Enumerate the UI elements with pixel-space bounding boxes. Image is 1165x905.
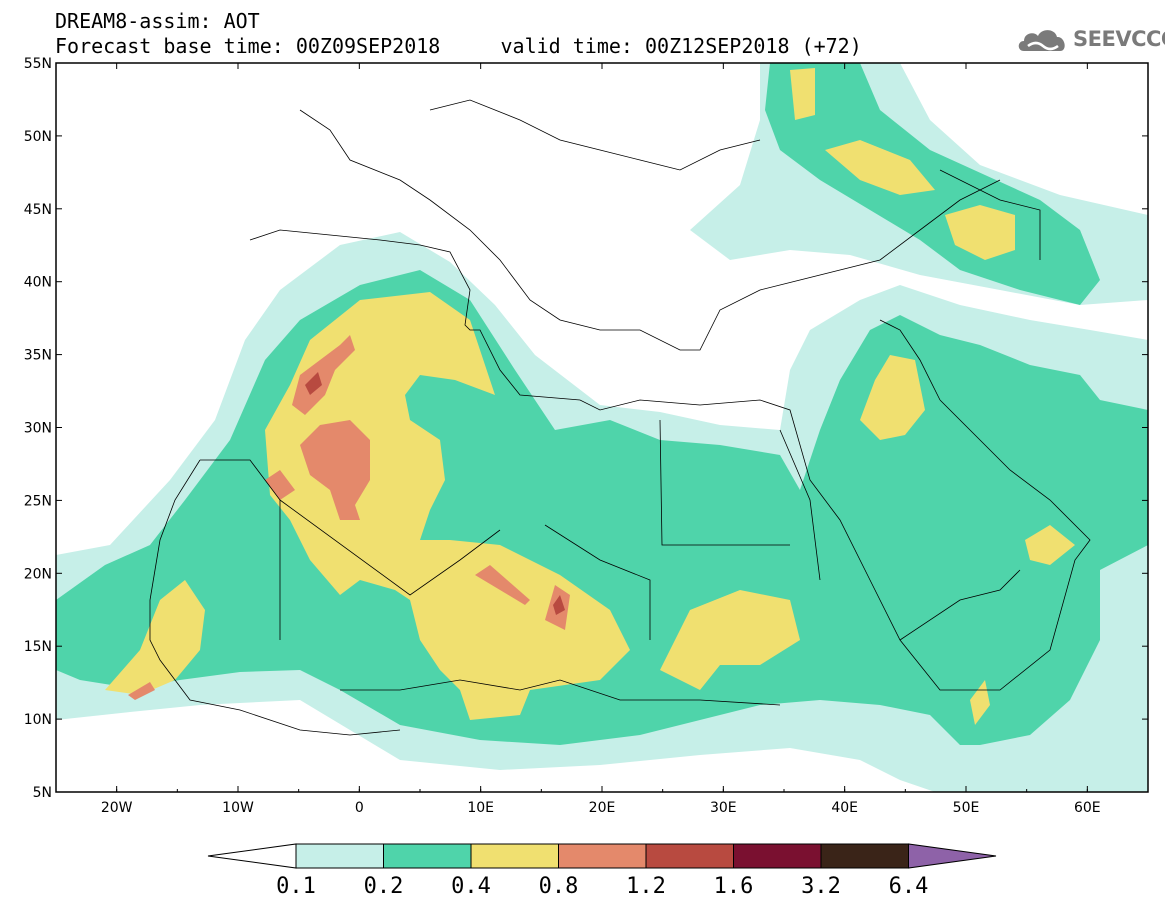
colorbar-low-arrow <box>207 843 297 869</box>
colorbar-label: 3.2 <box>801 874 841 899</box>
lon-tick-label: 10E <box>467 800 494 816</box>
cloud-icon <box>1018 30 1065 51</box>
border-sahel-south <box>340 679 781 706</box>
lat-tick-label: 40N <box>24 275 52 291</box>
lat-tick-label: 30N <box>24 421 52 437</box>
border-chad-sudan <box>544 524 651 640</box>
colorbar-label: 1.2 <box>626 874 666 899</box>
country-borders <box>149 99 1091 736</box>
aot-band-c3-caspian <box>945 205 1015 260</box>
lat-tick-label: 55N <box>24 56 52 72</box>
border-sahara-west <box>200 459 281 640</box>
lon-tick-label: 30E <box>710 800 737 816</box>
border-saudi-yemen <box>899 569 1021 641</box>
aot-band-c3-russia <box>825 140 935 195</box>
aot-band-c5-chad <box>553 595 565 615</box>
aot-band-c3-iraq <box>860 355 925 440</box>
logo-text: SEEVCCC <box>1073 27 1165 51</box>
aot-band-c4-morocco <box>292 335 355 415</box>
aot-band-c4 <box>300 420 370 520</box>
aot-band-c3-oman <box>1025 525 1075 565</box>
colorbar-segment <box>295 843 384 869</box>
colorbar-segment <box>470 843 559 869</box>
colorbar-segment <box>820 843 909 869</box>
lat-tick-label: 15N <box>24 639 52 655</box>
coastline-westafrica <box>149 459 401 736</box>
aot-band-c3-yemen <box>970 680 990 725</box>
longitude-ticks: 20W 10W 0 10E 20E 30E 40E 50E 60E <box>55 63 1149 816</box>
lat-tick-label: 50N <box>24 129 52 145</box>
lat-tick-label: 10N <box>24 712 52 728</box>
lat-tick-label: 25N <box>24 493 52 509</box>
colorbar-label: 0.8 <box>539 874 579 899</box>
lon-tick-label: 0 <box>355 800 364 816</box>
colorbar: 0.1 0.2 0.4 0.8 1.2 1.6 3.2 6.4 <box>207 843 997 899</box>
chart-title: DREAM8-assim: AOT <box>55 9 260 33</box>
aot-band-c4-senegal <box>128 682 155 700</box>
border-algeria-mali <box>279 499 501 596</box>
lon-tick-label: 50E <box>953 800 980 816</box>
colorbar-segment <box>383 843 472 869</box>
border-iraq-iran <box>879 319 941 401</box>
coastline-iberia-northafrica <box>249 229 1091 691</box>
lon-tick-label: 20E <box>589 800 616 816</box>
border-russia-kazakh <box>939 169 1041 260</box>
colorbar-label: 6.4 <box>889 874 929 899</box>
seevccc-logo: SEEVCCC <box>1016 24 1165 54</box>
border-libya-egypt <box>659 419 790 546</box>
coastline-europe <box>299 109 1001 351</box>
aot-band-c3-westafrica <box>105 580 205 695</box>
aot-band-c2-north <box>765 63 1100 305</box>
colorbar-high-arrow <box>908 843 997 869</box>
border-nile-east <box>779 429 821 581</box>
lon-tick-label: 40E <box>831 800 858 816</box>
colorbar-segment <box>733 843 822 869</box>
aot-field <box>56 63 1148 792</box>
aot-band-c3-sahel <box>660 590 800 690</box>
colorbar-label: 0.4 <box>451 874 491 899</box>
lon-tick-label: 10W <box>222 800 254 816</box>
lat-tick-label: 45N <box>24 202 52 218</box>
colorbar-segment <box>645 843 734 869</box>
lat-tick-label: 35N <box>24 348 52 364</box>
colorbar-label: 0.2 <box>364 874 404 899</box>
lon-tick-label: 60E <box>1074 800 1101 816</box>
lon-tick-label: 20W <box>101 800 133 816</box>
border-europe-north <box>429 99 761 171</box>
aot-band-c3 <box>265 292 630 720</box>
aot-band-c3-don <box>790 68 815 120</box>
colorbar-label: 0.1 <box>276 874 316 899</box>
colorbar-label: 1.6 <box>714 874 754 899</box>
aot-band-c4-niger <box>475 565 530 605</box>
forecast-time-subtitle: Forecast base time: 00Z09SEP2018 valid t… <box>55 34 862 58</box>
lat-tick-label: 5N <box>33 785 52 801</box>
aot-band-c4-mauritania <box>265 470 295 500</box>
colorbar-segment <box>558 843 647 869</box>
latitude-ticks: 55N 50N 45N 40N 35N 30N 25N 20N 15N 10N 5N <box>24 56 1148 801</box>
aot-band-c5 <box>305 372 322 395</box>
lat-tick-label: 20N <box>24 566 52 582</box>
